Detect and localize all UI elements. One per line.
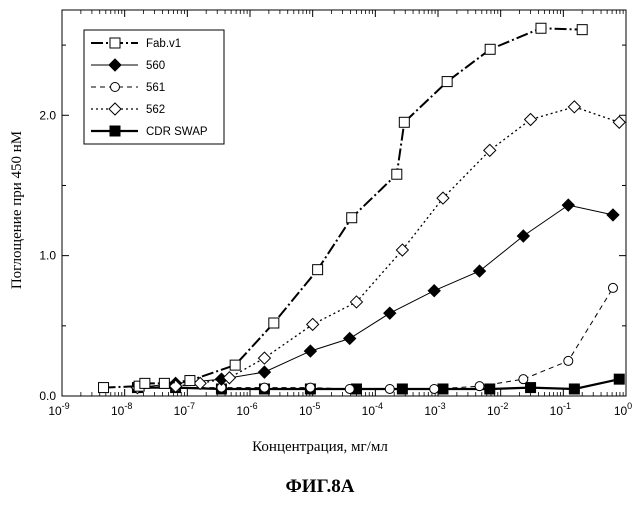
data-point-open-circle	[430, 384, 439, 393]
data-point-filled-diamond	[607, 209, 619, 221]
data-point-open-circle	[385, 384, 394, 393]
legend: Fab.v1 560 561 562 CDR SWAP	[84, 30, 224, 144]
data-point-open-diamond	[258, 352, 270, 364]
data-point-filled-diamond	[384, 307, 396, 319]
data-point-open-diamond	[396, 244, 408, 256]
data-point-open-square	[399, 117, 409, 127]
series-560	[131, 199, 619, 393]
data-point-open-diamond	[525, 113, 537, 125]
data-point-open-diamond	[613, 116, 625, 128]
legend-label: 562	[146, 104, 165, 116]
data-point-open-diamond	[568, 101, 580, 113]
data-point-open-square	[185, 376, 195, 386]
x-tick-label: 10-1	[550, 401, 571, 418]
x-tick-label: 10-5	[299, 401, 320, 418]
data-point-open-square	[159, 378, 169, 388]
y-axis-title: Поглощение при 450 нМ	[9, 131, 25, 289]
data-point-filled-diamond	[517, 230, 529, 242]
data-point-open-square	[99, 383, 109, 393]
data-point-open-square	[110, 38, 120, 48]
series-line	[138, 107, 620, 388]
data-point-open-diamond	[437, 192, 449, 204]
x-tick-label: 10-2	[487, 401, 508, 418]
data-point-open-circle	[475, 382, 484, 391]
data-point-open-square	[230, 360, 240, 370]
data-point-filled-diamond	[304, 345, 316, 357]
data-point-filled-diamond	[258, 366, 270, 378]
data-point-filled-square	[569, 384, 579, 394]
series-cdr-swap	[132, 374, 624, 394]
data-point-open-diamond	[307, 318, 319, 330]
legend-label: Fab.v1	[146, 38, 181, 50]
x-tick-label: 10-8	[111, 401, 132, 418]
data-point-filled-square	[614, 374, 624, 384]
data-point-open-circle	[608, 283, 617, 292]
data-point-open-square	[347, 213, 357, 223]
data-point-open-square	[269, 318, 279, 328]
legend-label: 560	[146, 60, 165, 72]
data-point-open-circle	[519, 375, 528, 384]
series-line	[138, 205, 614, 388]
data-point-open-square	[140, 378, 150, 388]
data-point-filled-diamond	[428, 285, 440, 297]
data-point-open-circle	[564, 356, 573, 365]
x-tick-label: 100	[614, 401, 632, 418]
data-point-filled-diamond	[344, 332, 356, 344]
series-561	[133, 283, 618, 393]
data-point-open-diamond	[484, 144, 496, 156]
data-point-open-circle	[111, 83, 120, 92]
data-point-filled-square	[485, 384, 495, 394]
y-tick-label: 1.0	[39, 249, 56, 263]
data-point-open-square	[577, 25, 587, 35]
data-point-open-square	[392, 169, 402, 179]
legend-label: 561	[146, 82, 165, 94]
data-point-filled-diamond	[562, 199, 574, 211]
legend-label: CDR SWAP	[146, 126, 208, 138]
x-tick-label: 10-7	[174, 401, 195, 418]
y-tick-label: 2.0	[39, 108, 56, 122]
data-point-open-square	[485, 44, 495, 54]
x-axis-title: Концентрация, мг/мл	[252, 439, 388, 455]
series-562	[131, 101, 625, 394]
plot-area: 10-9 10-8 10-7 10-6 10-5 10-4 10-3 10-2 10-1 100 0…	[39, 10, 632, 418]
data-point-open-circle	[306, 383, 315, 392]
y-tick-label: 0.0	[39, 389, 56, 403]
data-point-filled-diamond	[474, 265, 486, 277]
x-tick-label: 10-4	[362, 401, 383, 418]
x-tick-label: 10-9	[48, 401, 69, 418]
data-point-filled-square	[526, 383, 536, 393]
data-point-open-circle	[260, 383, 269, 392]
data-point-open-square	[536, 23, 546, 33]
data-point-open-square	[442, 77, 452, 87]
figure-caption: ФИГ.8А	[285, 476, 354, 497]
data-point-open-square	[313, 265, 323, 275]
data-point-filled-square	[110, 126, 120, 136]
data-point-open-circle	[345, 384, 354, 393]
x-tick-label: 10-3	[424, 401, 445, 418]
x-tick-label: 10-6	[236, 401, 257, 418]
